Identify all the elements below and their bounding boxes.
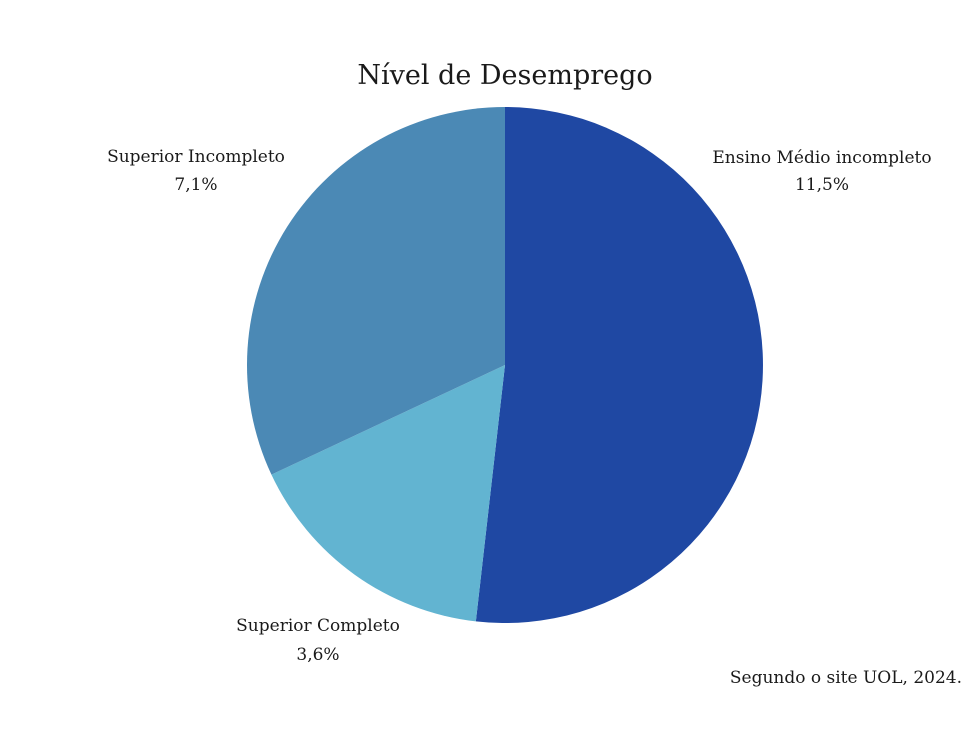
slice-label-ensino-medio-incompleto: Ensino Médio incompleto	[712, 148, 931, 168]
pie-slice-ensino-medio-incompleto	[475, 107, 763, 623]
chart-title: Nível de Desemprego	[357, 60, 652, 91]
slice-label-superior-completo: Superior Completo	[236, 616, 400, 636]
slice-value-ensino-medio-incompleto: 11,5%	[795, 175, 849, 195]
slice-value-superior-completo: 3,6%	[296, 645, 339, 665]
pie-slice-superior-completo	[271, 365, 505, 622]
slice-value-superior-incompleto: 7,1%	[174, 175, 217, 195]
pie-slices	[246, 107, 763, 623]
slice-label-superior-incompleto: Superior Incompleto	[107, 147, 285, 167]
pie-slice-superior-incompleto	[246, 107, 505, 475]
source-note: Segundo o site UOL, 2024.	[730, 668, 962, 688]
